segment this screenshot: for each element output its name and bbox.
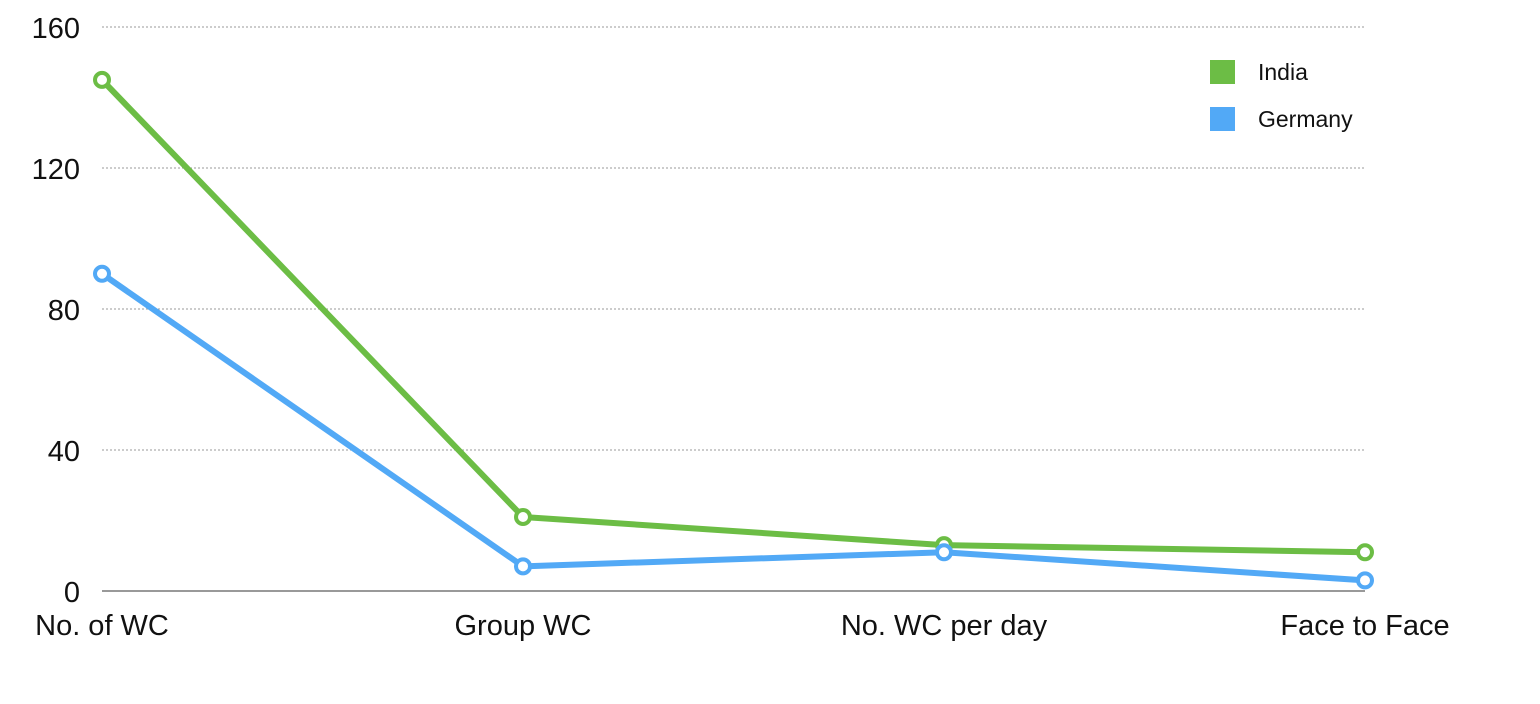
grid-lines xyxy=(102,26,1365,451)
series-germany xyxy=(93,264,1374,590)
series-line xyxy=(99,76,1368,556)
legend-swatch xyxy=(1210,60,1235,84)
series-india xyxy=(93,70,1374,562)
data-point xyxy=(1356,543,1374,562)
y-tick-label: 120 xyxy=(32,154,80,186)
axes: 0 40 80 120 160 No. of WC Group WC No. WC per d… xyxy=(32,13,1450,642)
x-tick-label: No. WC per day xyxy=(841,610,1048,642)
legend-label: India xyxy=(1258,59,1308,85)
data-point xyxy=(514,507,532,526)
y-tick-label: 40 xyxy=(48,436,80,468)
x-tick-label: Group WC xyxy=(455,610,592,642)
y-tick-label: 160 xyxy=(32,13,80,45)
x-tick-label: Face to Face xyxy=(1280,610,1449,642)
legend: India Germany xyxy=(1210,59,1353,132)
series-lines xyxy=(93,70,1374,590)
data-point xyxy=(93,264,111,283)
y-tick-label: 0 xyxy=(64,577,80,609)
legend-swatch xyxy=(1210,107,1235,131)
y-tick-label: 80 xyxy=(48,295,80,327)
series-line xyxy=(99,270,1368,584)
legend-label: Germany xyxy=(1258,106,1353,132)
data-point xyxy=(935,543,953,562)
x-tick-label: No. of WC xyxy=(35,610,169,642)
data-point xyxy=(1356,571,1374,590)
data-point xyxy=(93,70,111,89)
data-point xyxy=(514,557,532,576)
